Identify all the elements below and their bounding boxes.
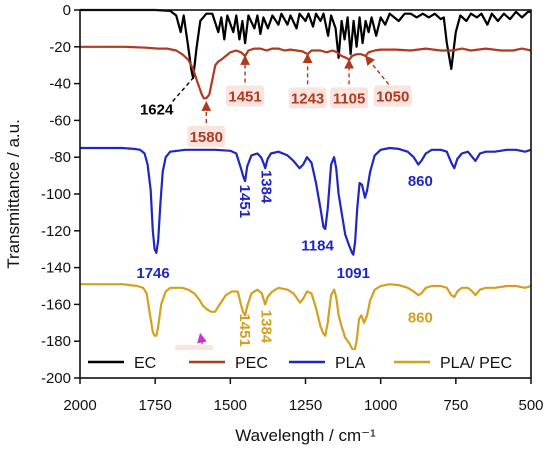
x-tick-label: 1500 [214,397,247,414]
legend-label: EC [134,355,156,372]
x-tick-label: 1000 [364,397,397,414]
x-tick-label: 1250 [289,397,322,414]
annotations-layer: 1624 1580 1451 1243 1105 1050 1746 1451 1384 1184… [136,53,433,366]
y-tick-label: -40 [49,76,71,93]
y-tick-label: 0 [63,2,71,19]
annotation-label: 1105 [333,90,366,107]
x-axis-title: Wavelength / cm⁻¹ [235,426,376,445]
x-tick-label: 1750 [138,397,171,414]
annotation-pointer [172,77,194,102]
x-tick-label: 2000 [63,397,96,414]
legend-label: PLA [335,355,366,372]
annotation-label-box [373,85,412,107]
series-line-0 [80,8,531,80]
series-line-1 [80,45,532,100]
annotation-pointer [365,55,390,85]
y-tick-label: -80 [49,149,71,166]
y-tick-label: -200 [41,370,71,387]
series-line-3 [80,283,532,354]
y-tick-label: -160 [41,296,71,313]
legend: EC PEC PLA PLA/ PEC [84,350,524,374]
annotation-label: 1384 [258,170,275,204]
annotation-label: 1091 [337,265,370,282]
annotation-label: 860 [408,173,433,190]
annotation-label: 1243 [291,90,324,107]
legend-label: PEC [235,355,268,372]
annotation-label: 860 [408,309,433,326]
y-tick-label: -20 [49,39,71,56]
series-layer [80,8,532,354]
annotation-label: 1746 [136,265,169,282]
axes-layer: 2000 1750 1500 1250 1000 750 500 0 -20 -40 -60 -80 -… [41,2,544,414]
x-tick-label: 750 [443,397,468,414]
annotation-pointer [197,332,207,345]
annotation-label: 1384 [258,310,275,344]
y-axis-title: Transmittance / a.u. [4,119,23,269]
annotation-label: 1184 [301,238,334,255]
y-tick-label: -60 [49,112,71,129]
annotation-label: 1451 [236,313,253,346]
annotation-label-box [187,125,226,147]
annotation-label: 1580 [190,129,223,146]
x-tick-label: 500 [518,397,543,414]
annotation-label-box [330,87,369,109]
y-tick-label: -140 [41,260,71,277]
annotation-label: 1451 [236,185,253,218]
annotation-label: 1050 [376,88,409,105]
y-tick-label: -100 [41,186,71,203]
plot-frame [79,9,532,379]
annotation-label-box [226,85,265,107]
annotation-label: 1624 [140,101,174,118]
y-tick-label: -180 [41,333,71,350]
series-line-2 [80,146,532,256]
legend-label: PLA/ PEC [440,355,512,372]
y-tick-label: -120 [41,223,71,240]
annotation-label-box [288,87,327,109]
annotation-label: 1451 [228,88,261,105]
